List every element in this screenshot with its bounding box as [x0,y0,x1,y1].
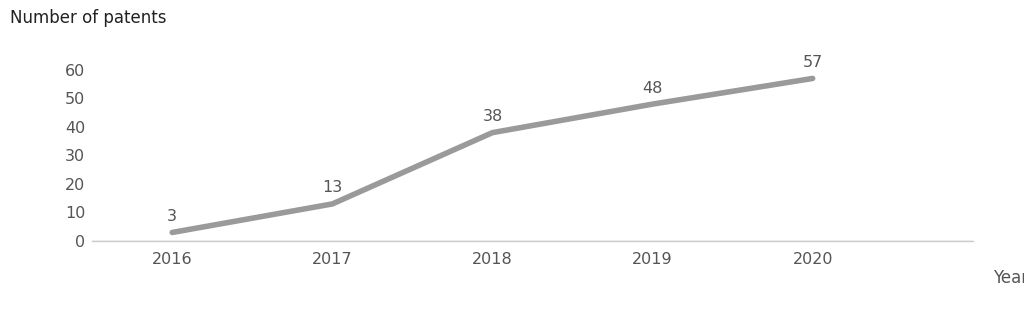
Text: 3: 3 [167,209,177,224]
Text: 57: 57 [803,55,823,70]
Text: Year: Year [993,269,1024,287]
Text: 48: 48 [642,81,663,95]
Text: 13: 13 [323,180,342,195]
Text: Number of patents: Number of patents [10,9,167,27]
Text: 38: 38 [482,109,503,124]
